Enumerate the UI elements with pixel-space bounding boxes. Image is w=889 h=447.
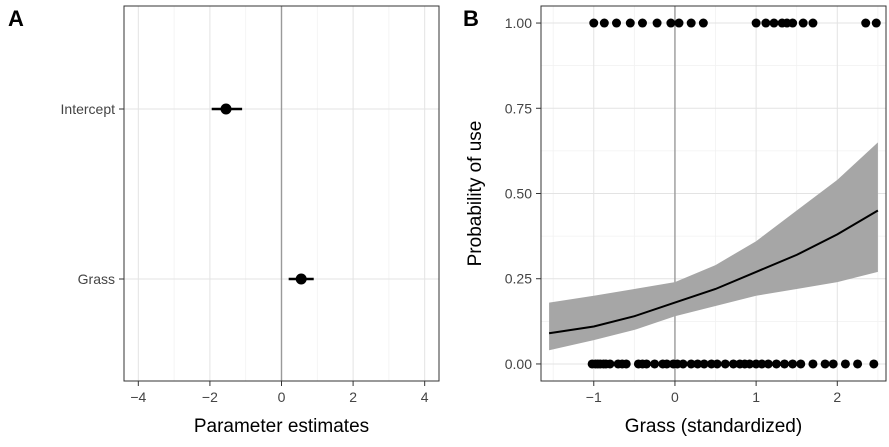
panel-b-x-tick-label: 2 bbox=[833, 389, 841, 405]
panel-b-confidence-band bbox=[549, 142, 878, 351]
panel-b-label: B bbox=[463, 6, 479, 31]
panel-a-x-tick-label: 2 bbox=[349, 389, 357, 405]
panel-b-point-unused bbox=[686, 359, 696, 369]
panel-b-frame bbox=[540, 5, 887, 382]
panel-b-point-used bbox=[798, 18, 808, 28]
panel-b-point-used bbox=[761, 18, 771, 28]
panel-b-y-tick-label: 1.00 bbox=[505, 15, 532, 31]
panel-b-point-unused bbox=[763, 359, 773, 369]
panel-a-frame bbox=[123, 5, 440, 382]
panel-b-point-unused bbox=[840, 359, 850, 369]
panel-b-x-axis-title: Grass (standardized) bbox=[625, 416, 802, 437]
panel-b-point-unused bbox=[796, 359, 806, 369]
panel-b-point-used bbox=[599, 18, 609, 28]
panel-a-y-tick-label: Grass bbox=[78, 271, 115, 287]
panel-b-point-unused bbox=[699, 359, 709, 369]
panel-b-point-unused bbox=[642, 359, 652, 369]
panel-b-point-unused bbox=[808, 359, 818, 369]
panel-b-x-tick-label: 1 bbox=[752, 389, 760, 405]
panel-b-point-used bbox=[589, 18, 599, 28]
panel-b-grid bbox=[541, 6, 886, 381]
panel-b-point-unused bbox=[853, 359, 863, 369]
panel-b-point-unused bbox=[780, 359, 790, 369]
panel-b-y-tick-label: 0.00 bbox=[505, 356, 532, 372]
panel-b-point-used bbox=[769, 18, 779, 28]
panel-a-grid bbox=[124, 6, 439, 381]
panel-a: A −4 −2 0 2 4 Intercept Grass Parameter estima… bbox=[8, 5, 440, 437]
panel-b: B −1 0 1 2 0.00 0.25 0.50 0.75 1.00 Grass (stand… bbox=[463, 5, 887, 437]
panel-a-y-tick-label: Intercept bbox=[61, 101, 116, 117]
panel-b-fitted-line bbox=[548, 209, 879, 335]
panel-a-estimate-point bbox=[295, 273, 307, 285]
panel-b-point-unused bbox=[757, 359, 767, 369]
panel-b-point-used bbox=[698, 18, 708, 28]
panel-b-x-tick-label: 0 bbox=[671, 389, 679, 405]
panel-b-point-used bbox=[808, 18, 818, 28]
panel-b-point-used bbox=[611, 18, 621, 28]
panel-a-estimate-point bbox=[220, 103, 232, 115]
panel-b-y-tick-label: 0.50 bbox=[505, 186, 532, 202]
panel-b-point-unused bbox=[712, 359, 722, 369]
panel-b-point-used bbox=[625, 18, 635, 28]
panel-b-point-used bbox=[861, 18, 871, 28]
panel-b-point-unused bbox=[621, 359, 631, 369]
panel-b-point-unused bbox=[650, 359, 660, 369]
panel-b-point-used bbox=[871, 18, 881, 28]
panel-b-point-unused bbox=[771, 359, 781, 369]
panel-a-x-axis-title: Parameter estimates bbox=[194, 416, 369, 437]
panel-b-point-unused bbox=[869, 359, 879, 369]
panel-b-point-unused bbox=[820, 359, 830, 369]
panel-a-label: A bbox=[8, 6, 24, 31]
panel-b-point-unused bbox=[678, 359, 688, 369]
panel-b-ticks: −1 0 1 2 0.00 0.25 0.50 0.75 1.00 bbox=[505, 15, 842, 405]
panel-b-point-used bbox=[652, 18, 662, 28]
panel-b-point-unused bbox=[828, 359, 838, 369]
panel-b-point-used bbox=[637, 18, 647, 28]
panel-b-point-unused bbox=[605, 359, 615, 369]
panel-b-point-used bbox=[751, 18, 761, 28]
panel-b-point-unused bbox=[693, 359, 703, 369]
panel-b-point-unused bbox=[720, 359, 730, 369]
panel-b-point-unused bbox=[728, 359, 738, 369]
panel-a-x-tick-label: −2 bbox=[202, 389, 218, 405]
panel-a-x-tick-label: −4 bbox=[130, 389, 146, 405]
panel-a-ticks: −4 −2 0 2 4 Intercept Grass bbox=[61, 101, 429, 405]
panel-b-y-tick-label: 0.75 bbox=[505, 100, 532, 116]
panel-b-point-unused bbox=[745, 359, 755, 369]
panel-b-marks bbox=[548, 18, 881, 369]
panel-a-marks bbox=[211, 103, 314, 285]
panel-b-point-used bbox=[666, 18, 676, 28]
panel-b-point-unused bbox=[662, 359, 672, 369]
panel-b-point-used bbox=[674, 18, 684, 28]
panel-b-point-used bbox=[788, 18, 798, 28]
panel-b-y-tick-label: 0.25 bbox=[505, 271, 532, 287]
panel-b-x-tick-label: −1 bbox=[586, 389, 602, 405]
panel-a-x-tick-label: 0 bbox=[278, 389, 286, 405]
panel-b-point-unused bbox=[788, 359, 798, 369]
panel-b-point-used bbox=[686, 18, 696, 28]
panel-b-y-axis-title: Probability of use bbox=[465, 121, 486, 267]
panel-a-x-tick-label: 4 bbox=[421, 389, 429, 405]
